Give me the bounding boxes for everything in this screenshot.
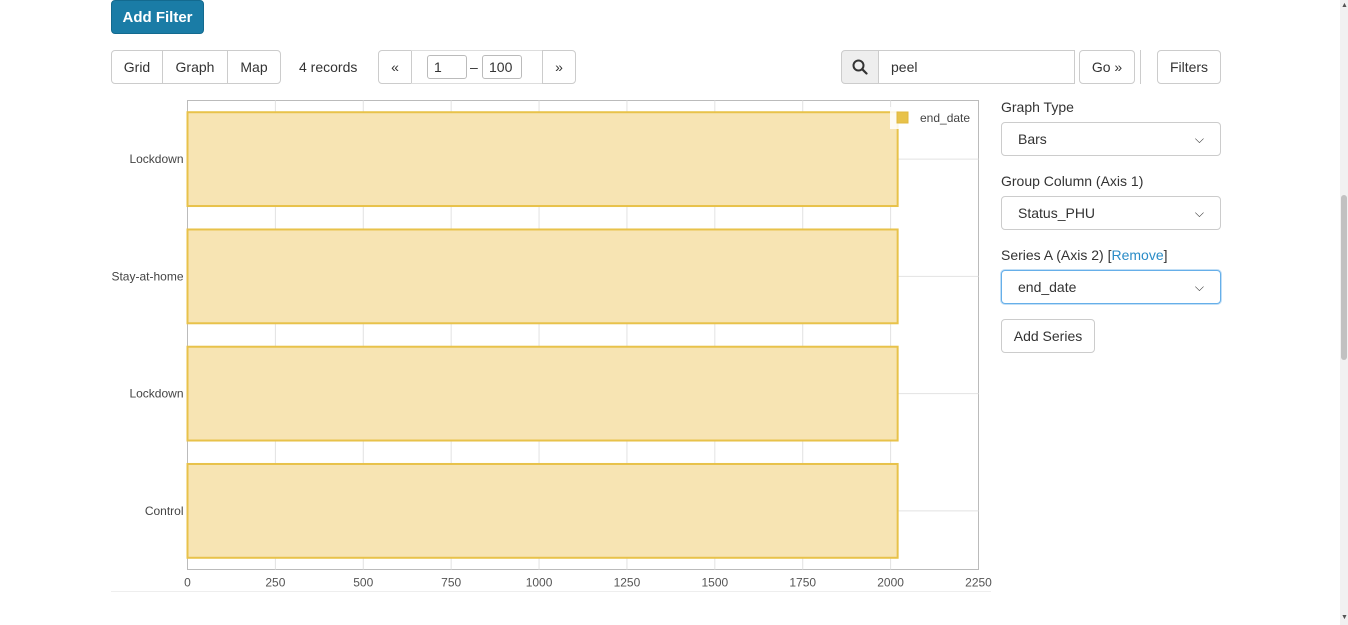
bar (186, 228, 899, 325)
chevron-down-icon: ⌵ (1194, 279, 1204, 294)
x-tick-label: 500 (353, 576, 373, 590)
graph-type-value: Bars (1018, 131, 1047, 147)
pager-dash: – (470, 59, 478, 75)
pager-next-button[interactable]: » (542, 50, 576, 84)
x-tick-label: 1500 (701, 576, 728, 590)
content-rule (111, 591, 991, 592)
chevron-down-icon: ⌵ (1194, 205, 1204, 220)
scroll-down-icon[interactable]: ▼ (1341, 614, 1348, 621)
record-count: 4 records (299, 59, 358, 75)
chart-svg: 0 250 500 750 1000 1250 1500 1750 2000 2250 Lockdo… (111, 100, 992, 590)
search-input[interactable]: peel (878, 50, 1075, 84)
series-a-select[interactable]: end_date ⌵ (1001, 270, 1221, 304)
y-category-label: Control (145, 504, 184, 518)
remove-series-link[interactable]: Remove (1111, 247, 1164, 263)
filters-button[interactable]: Filters (1157, 50, 1221, 84)
pager-range (411, 50, 543, 84)
y-category-label: Lockdown (129, 387, 183, 401)
series-a-label: Series A (Axis 2) [Remove] (1001, 247, 1168, 263)
pager-from-input[interactable]: 1 (427, 55, 467, 79)
x-tick-label: 1000 (526, 576, 553, 590)
legend-swatch (896, 111, 909, 124)
scroll-up-icon[interactable]: ▲ (1341, 2, 1348, 9)
pager-to-input[interactable]: 100 (482, 55, 522, 79)
x-tick-label: 1750 (789, 576, 816, 590)
legend-box (890, 107, 972, 129)
grid-view-button[interactable]: Grid (111, 50, 163, 84)
x-tick-label: 250 (265, 576, 285, 590)
graph-type-label: Graph Type (1001, 99, 1074, 115)
y-category-label: Stay-at-home (111, 269, 183, 283)
bar (186, 111, 899, 208)
group-column-label: Group Column (Axis 1) (1001, 173, 1144, 189)
map-view-button[interactable]: Map (227, 50, 281, 84)
graph-type-select[interactable]: Bars ⌵ (1001, 122, 1221, 156)
group-column-value: Status_PHU (1018, 205, 1096, 221)
x-tick-label: 0 (184, 576, 191, 590)
go-button[interactable]: Go » (1079, 50, 1135, 84)
y-category-label: Lockdown (129, 152, 183, 166)
legend-label: end_date (920, 111, 970, 125)
toolbar-divider (1140, 50, 1141, 84)
scrollbar-thumb[interactable] (1341, 195, 1347, 360)
pager-prev-button[interactable]: « (378, 50, 412, 84)
chevron-down-icon: ⌵ (1194, 131, 1204, 146)
x-tick-label: 750 (441, 576, 461, 590)
view-toggle-group: Grid Graph Map (111, 50, 281, 84)
search-addon (841, 50, 879, 84)
x-tick-label: 2000 (877, 576, 904, 590)
series-a-value: end_date (1018, 279, 1077, 295)
bar (186, 462, 899, 559)
group-column-select[interactable]: Status_PHU ⌵ (1001, 196, 1221, 230)
series-a-label-text: Series A (Axis 2) [ (1001, 247, 1112, 263)
add-filter-button[interactable]: Add Filter (111, 0, 204, 34)
search-icon (852, 59, 868, 75)
series-a-label-end: ] (1163, 247, 1168, 263)
add-series-button[interactable]: Add Series (1001, 319, 1095, 353)
graph-view-button[interactable]: Graph (162, 50, 228, 84)
bar (186, 345, 899, 442)
x-tick-label: 1250 (614, 576, 641, 590)
bar-chart: 0 250 500 750 1000 1250 1500 1750 2000 2250 Lockdo… (100, 95, 995, 595)
x-tick-label: 2250 (965, 576, 992, 590)
